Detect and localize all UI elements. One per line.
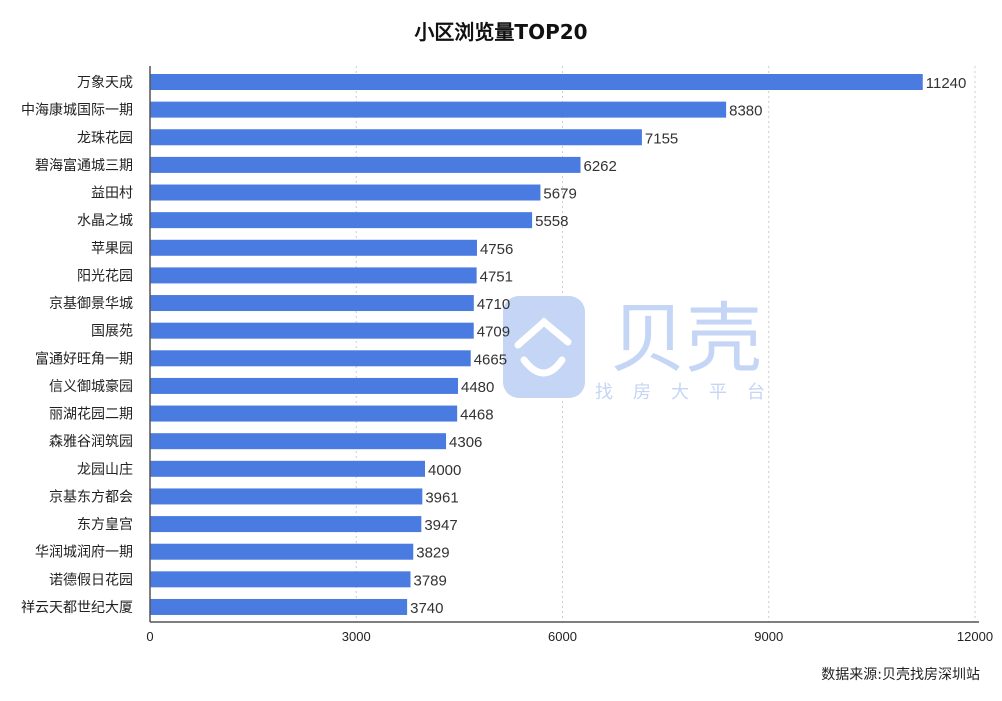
category-label: 水晶之城	[77, 213, 133, 229]
category-label: 万象天成	[77, 75, 133, 91]
category-label: 森雅谷润筑园	[49, 434, 133, 450]
value-label: 3789	[413, 572, 446, 589]
value-label: 5558	[535, 213, 568, 230]
bar	[150, 433, 447, 450]
chart-title: 小区浏览量TOP20	[414, 20, 588, 44]
watermark-brand: 贝壳	[610, 294, 762, 383]
bar	[150, 101, 727, 118]
category-label: 益田村	[91, 186, 133, 202]
category-label: 京基东方都会	[49, 488, 133, 505]
bar	[150, 377, 458, 394]
category-label: 苹果园	[91, 241, 133, 257]
x-tick-label: 0	[146, 629, 153, 644]
value-label: 4000	[428, 462, 461, 479]
bar	[150, 598, 408, 615]
category-label: 华润城润府一期	[35, 545, 133, 561]
x-tick-label: 6000	[548, 629, 577, 644]
category-label: 碧海富通城三期	[35, 157, 133, 174]
bar	[150, 239, 477, 256]
value-label: 3829	[416, 545, 449, 562]
category-label: 中海康城国际一期	[21, 102, 133, 119]
category-label: 丽湖花园二期	[49, 407, 133, 423]
x-tick-label: 9000	[754, 629, 783, 644]
bar	[150, 74, 923, 90]
value-label: 4468	[460, 407, 493, 424]
bar	[150, 350, 471, 367]
category-label: 京基御景华城	[49, 295, 133, 312]
bar	[150, 156, 581, 173]
watermark-slogan: 找房大平台	[595, 382, 785, 403]
bar	[150, 405, 458, 422]
value-label: 6262	[584, 158, 617, 175]
bar	[150, 129, 642, 146]
category-label: 诺德假日花园	[49, 572, 133, 588]
value-label: 4306	[449, 434, 482, 451]
x-tick-label: 12000	[957, 629, 993, 644]
category-label: 龙珠花园	[77, 130, 133, 146]
value-label: 4710	[477, 296, 510, 313]
data-source-note: 数据来源:贝壳找房深圳站	[821, 667, 980, 683]
value-label: 11240	[926, 75, 967, 92]
value-label: 4751	[480, 268, 513, 285]
bar	[150, 543, 414, 560]
value-label: 4480	[461, 379, 494, 396]
category-label: 富通好旺角一期	[35, 350, 133, 367]
value-label: 3947	[424, 517, 457, 534]
bar	[150, 184, 541, 201]
bar	[150, 571, 411, 588]
category-label: 信义御城豪园	[49, 379, 133, 395]
value-label: 5679	[543, 186, 576, 203]
watermark-logo: 贝壳 找房大平台	[503, 294, 785, 403]
value-label: 4756	[480, 241, 513, 258]
bar	[150, 267, 477, 284]
category-label: 阳光花园	[77, 268, 133, 284]
bar	[150, 322, 474, 339]
value-label: 7155	[645, 130, 678, 147]
x-tick-label: 3000	[342, 629, 371, 644]
category-label: 东方皇宫	[77, 517, 133, 533]
category-label: 祥云天都世纪大厦	[21, 600, 133, 616]
value-label: 3961	[425, 489, 458, 506]
value-label: 4709	[477, 324, 510, 341]
bar	[150, 295, 474, 312]
bar	[150, 460, 425, 477]
bar	[150, 488, 423, 505]
value-label: 3740	[410, 600, 443, 617]
bar	[150, 212, 533, 229]
category-label: 龙园山庄	[77, 461, 133, 478]
value-label: 8380	[729, 103, 762, 120]
bar	[150, 516, 422, 533]
value-label: 4665	[474, 351, 507, 368]
category-label: 国展苑	[91, 324, 133, 340]
